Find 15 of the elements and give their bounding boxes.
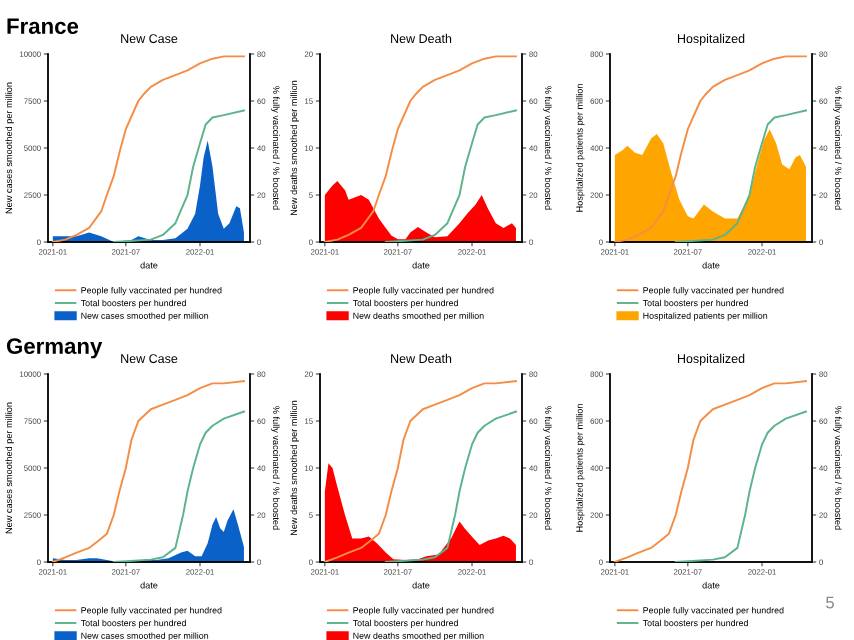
line-series — [323, 55, 517, 242]
text: 5 — [826, 596, 834, 609]
line-series — [613, 55, 807, 242]
line-series — [323, 380, 517, 562]
line-series — [112, 109, 245, 242]
text: Germany — [6, 338, 103, 359]
line-series — [112, 410, 245, 562]
line-series — [613, 380, 807, 562]
text: France — [7, 18, 79, 34]
line-series — [674, 109, 807, 242]
line-series — [51, 380, 245, 562]
line-series — [384, 109, 517, 242]
line-series — [384, 410, 517, 562]
line-series — [51, 55, 245, 242]
line-series — [674, 410, 807, 562]
